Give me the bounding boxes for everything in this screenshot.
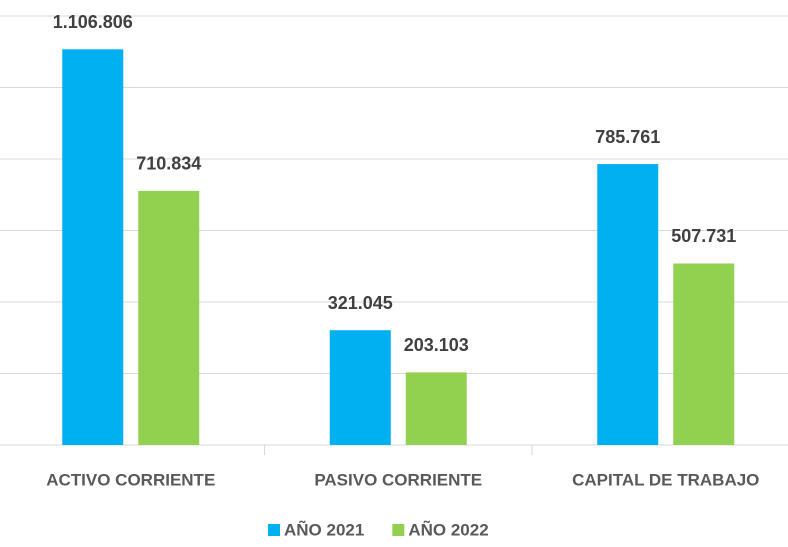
legend-swatch — [268, 524, 280, 536]
bar — [138, 190, 200, 445]
value-label: 710.834 — [136, 154, 201, 174]
x-tick-label: PASIVO CORRIENTE — [314, 470, 482, 489]
value-label: 507.731 — [671, 226, 736, 246]
legend-label: AÑO 2022 — [408, 519, 488, 539]
value-label: 321.045 — [328, 293, 393, 313]
legend-label: AÑO 2021 — [284, 519, 364, 539]
bar — [62, 49, 124, 445]
bar — [405, 372, 467, 445]
value-label: 1.106.806 — [53, 12, 133, 32]
legend-swatch — [392, 524, 405, 536]
x-tick-label: ACTIVO CORRIENTE — [46, 470, 215, 489]
bar — [597, 164, 659, 445]
value-label: 203.103 — [404, 335, 469, 355]
bar — [673, 263, 735, 445]
x-tick-label: CAPITAL DE TRABAJO — [572, 470, 759, 489]
value-label: 785.761 — [595, 127, 660, 147]
bar — [329, 330, 391, 445]
